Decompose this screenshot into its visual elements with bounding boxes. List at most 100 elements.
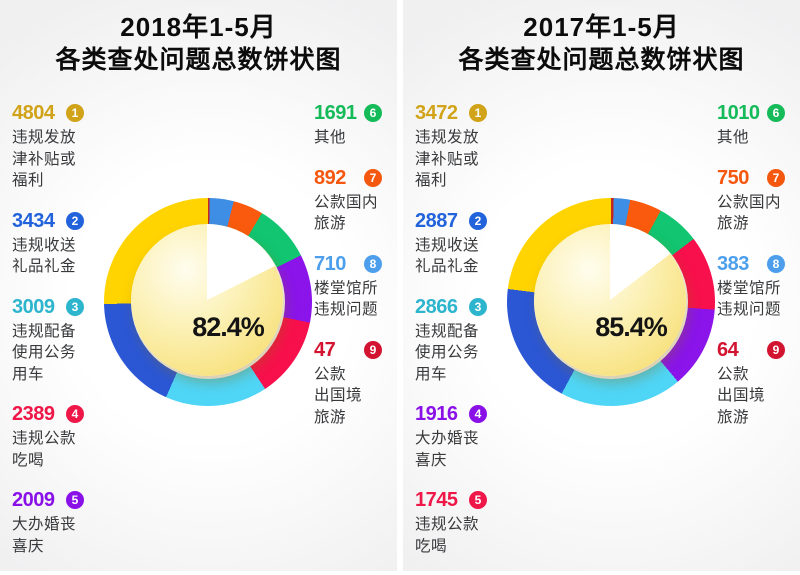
legend-value: 1691	[314, 102, 357, 124]
legend-label-line: 违规问题	[717, 301, 782, 318]
legend-rank-badge: 2	[66, 211, 84, 230]
legend-item: 2009 5 大办婚丧 喜庆	[12, 489, 96, 557]
legend-item-head: 1745 5	[415, 489, 487, 511]
legend-item-head: 2009 5	[12, 489, 84, 511]
legend-label-line: 违规问题	[314, 301, 379, 318]
legend-label-line: 大办婚丧	[415, 430, 480, 447]
legend-value: 4804	[12, 102, 55, 124]
chart-panel-2018: 2018年1-5月 各类查处问题总数饼状图 4804 1 违规发放津补贴或福利 343…	[0, 0, 397, 571]
legend-rank-badge: 6	[767, 104, 785, 122]
legend-label: 其他	[314, 127, 394, 149]
legend-label-line: 喜庆	[415, 451, 448, 469]
donut-chart-2017: 85.4%	[507, 198, 715, 406]
legend-item: 1010 6 其他	[717, 102, 797, 149]
legend-item: 2887 2 违规收送 礼品礼金	[415, 210, 499, 278]
chart-title-2018: 2018年1-5月 各类查处问题总数饼状图	[0, 10, 397, 77]
legend-item-head: 64 9	[717, 339, 785, 361]
legend-label-line: 公款国内	[717, 193, 782, 211]
legend-rank-badge: 8	[767, 254, 785, 273]
legend-label: 大办婚丧 喜庆	[12, 514, 96, 557]
legend-label: 违规配备 使用公务 用车	[12, 321, 96, 386]
legend-rank-badge: 6	[364, 104, 382, 122]
legend-item: 2389 4 违规公款 吃喝	[12, 403, 96, 471]
legend-label: 楼堂馆所 违规问题	[314, 278, 394, 321]
legend-item-head: 710 8	[314, 253, 382, 275]
legend-rank-badge: 7	[364, 168, 382, 187]
legend-label-line: 违规发放	[415, 129, 480, 146]
legend-right-column: 1010 6 其他 750 7 公款国内 旅游 383 8 楼堂馆所 违规问题 64 9 公款 出国境 旅游	[717, 102, 797, 446]
legend-value: 892	[314, 166, 346, 189]
legend-label-line: 其他	[314, 129, 347, 146]
legend-label: 违规配备 使用公务 用车	[415, 321, 499, 386]
legend-rank-badge: 9	[364, 340, 382, 359]
legend-label: 违规收送 礼品礼金	[415, 235, 499, 278]
pie-inner-disc: 85.4%	[534, 224, 686, 376]
legend-label: 大办婚丧 喜庆	[415, 428, 499, 471]
legend-label: 公款国内 旅游	[717, 192, 797, 235]
legend-label-line: 旅游	[717, 408, 750, 426]
legend-value: 2389	[12, 403, 55, 425]
legend-value: 710	[314, 252, 346, 275]
chart-title-line2: 各类查处问题总数饼状图	[55, 46, 342, 74]
legend-item: 4804 1 违规发放津补贴或福利	[12, 102, 96, 192]
legend-label-line: 楼堂馆所	[717, 279, 782, 297]
legend-label-line: 津补贴或	[12, 150, 77, 168]
legend-left-column: 3472 1 违规发放 津补贴或 福利 2887 2 违规收送 礼品礼金 2866 3 违规配备 使用公…	[415, 102, 499, 575]
center-percent-label: 85.4%	[595, 312, 668, 342]
legend-label-line: 出国境	[717, 387, 766, 404]
legend-label: 公款 出国境 旅游	[314, 364, 394, 429]
legend-rank-badge: 4	[469, 405, 487, 423]
chart-title-line2: 各类查处问题总数饼状图	[458, 46, 745, 74]
legend-label-line: 大办婚丧	[12, 516, 77, 533]
legend-label: 公款 出国境 旅游	[717, 364, 797, 429]
legend-label-line: 违规收送	[12, 236, 77, 254]
legend-label-line: 吃喝	[415, 537, 448, 555]
legend-item-head: 750 7	[717, 167, 785, 189]
legend-rank-badge: 4	[66, 405, 84, 423]
legend-label-line: 违规公款	[415, 516, 480, 533]
legend-item-head: 2866 3	[415, 296, 487, 318]
legend-item-head: 892 7	[314, 167, 382, 189]
legend-value: 47	[314, 338, 336, 361]
donut-chart-2018: 82.4%	[104, 198, 312, 406]
legend-value: 2009	[12, 489, 55, 511]
legend-label: 违规收送 礼品礼金	[12, 235, 96, 278]
legend-label-line: 礼品礼金	[415, 258, 480, 275]
legend-label: 楼堂馆所 违规问题	[717, 278, 797, 321]
legend-value: 64	[717, 338, 739, 361]
legend-item-head: 47 9	[314, 339, 382, 361]
legend-rank-badge: 8	[364, 254, 382, 273]
legend-item: 1691 6 其他	[314, 102, 394, 149]
legend-label-line: 违规发放	[12, 129, 77, 146]
chart-panel-2017: 2017年1-5月 各类查处问题总数饼状图 3472 1 违规发放 津补贴或 福利 288…	[403, 0, 800, 571]
legend-item: 710 8 楼堂馆所违规问题	[314, 253, 394, 321]
legend-label-line: 使用公务	[12, 344, 77, 361]
legend-value: 2866	[415, 295, 458, 318]
pie-white-wedge	[534, 224, 686, 376]
legend-item: 383 8 楼堂馆所 违规问题	[717, 253, 797, 321]
legend-item: 3472 1 违规发放 津补贴或 福利	[415, 102, 499, 192]
pie-white-wedge	[131, 224, 283, 376]
legend-label-line: 旅游	[314, 215, 347, 232]
legend-rank-badge: 1	[66, 104, 84, 122]
legend-rank-badge: 7	[767, 168, 785, 187]
legend-item: 750 7 公款国内 旅游	[717, 167, 797, 235]
legend-rank-badge: 5	[66, 491, 84, 509]
panel-divider	[397, 0, 403, 571]
legend-rank-badge: 1	[469, 104, 487, 122]
legend-item-head: 3434 2	[12, 210, 84, 232]
legend-label-line: 用车	[12, 365, 45, 383]
chart-title-line1: 2017年1-5月	[523, 12, 680, 42]
legend-item: 1745 5 违规公款吃喝	[415, 489, 499, 557]
legend-item-head: 2887 2	[415, 210, 487, 232]
legend-value: 3472	[415, 102, 458, 124]
legend-label-line: 津补贴或	[415, 150, 480, 168]
legend-item-head: 1010 6	[717, 102, 785, 124]
legend-value: 2887	[415, 209, 458, 232]
chart-title-2017: 2017年1-5月 各类查处问题总数饼状图	[403, 10, 800, 77]
legend-label-line: 福利	[12, 172, 45, 189]
legend-label-line: 楼堂馆所	[314, 279, 379, 297]
legend-label-line: 使用公务	[415, 344, 480, 361]
legend-label-line: 公款国内	[314, 193, 379, 211]
legend-item-head: 1916 4	[415, 403, 487, 425]
